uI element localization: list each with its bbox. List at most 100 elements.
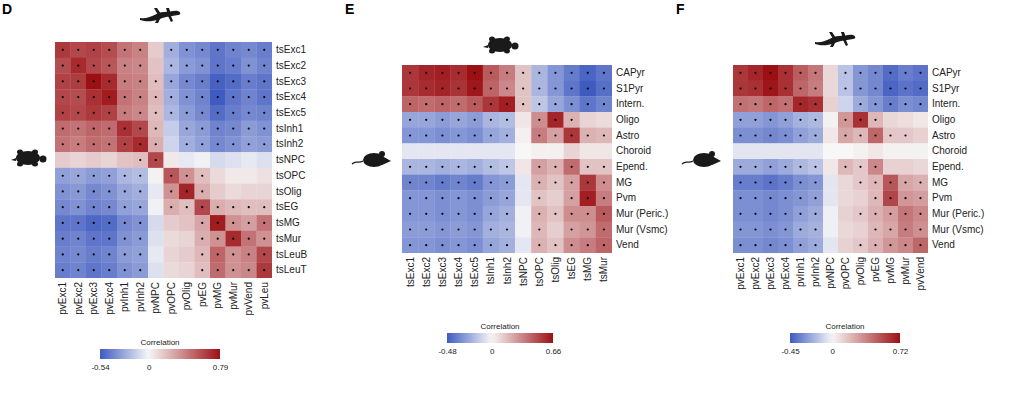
heatmap-cell — [467, 175, 483, 191]
heatmap-cell — [402, 65, 418, 81]
y-tick: tsLeuT — [272, 264, 307, 275]
heatmap-cell — [71, 199, 87, 215]
significance-dot — [425, 228, 427, 230]
significance-dot — [263, 127, 265, 129]
heatmap-cell — [499, 65, 515, 81]
significance-dot — [603, 197, 605, 199]
heatmap-cell — [883, 206, 898, 222]
significance-dot — [571, 244, 573, 246]
heatmap-cell — [226, 247, 242, 263]
significance-dot — [77, 269, 79, 271]
heatmap-cell — [226, 42, 242, 58]
heatmap-cell — [467, 81, 483, 97]
heatmap-cell — [164, 231, 180, 247]
heatmap — [402, 65, 612, 253]
significance-dot — [784, 244, 786, 246]
heatmap-cell — [226, 136, 242, 152]
significance-dot — [889, 72, 891, 74]
significance-dot — [108, 206, 110, 208]
y-tick: Pvm — [928, 192, 952, 203]
significance-dot — [603, 103, 605, 105]
significance-dot — [139, 96, 141, 98]
heatmap-cell — [596, 65, 612, 81]
significance-dot — [425, 87, 427, 89]
heatmap-cell — [883, 143, 898, 159]
y-tick: Epend. — [928, 161, 964, 172]
y-tick-label: Vend — [932, 239, 955, 250]
heatmap-cell — [133, 231, 149, 247]
heatmap-cell — [515, 222, 531, 238]
heatmap-cell — [86, 184, 102, 200]
heatmap-cell — [257, 247, 273, 263]
significance-dot — [769, 228, 771, 230]
significance-dot — [93, 65, 95, 67]
heatmap-cell — [564, 96, 580, 112]
icon-head — [512, 43, 519, 50]
y-tick-label: Astro — [616, 130, 640, 141]
significance-dot — [77, 143, 79, 145]
significance-dot — [62, 127, 64, 129]
heatmap-cell — [148, 199, 164, 215]
heatmap-cell — [733, 206, 748, 222]
significance-dot — [186, 49, 188, 51]
heatmap-cell — [55, 215, 71, 231]
significance-dot — [62, 96, 64, 98]
y-tick: Oligo — [612, 114, 640, 125]
significance-dot — [124, 112, 126, 114]
icon-lizard — [815, 32, 855, 47]
colorbar-tick: 0 — [831, 343, 836, 356]
significance-dot — [201, 127, 203, 129]
heatmap-cell — [898, 222, 913, 238]
significance-dot — [754, 213, 756, 215]
icon-leg — [17, 162, 23, 167]
significance-dot — [769, 134, 771, 136]
heatmap-cell — [55, 184, 71, 200]
heatmap-cell — [71, 89, 87, 105]
heatmap-cell — [499, 175, 515, 191]
significance-dot — [889, 181, 891, 183]
heatmap-cell — [164, 184, 180, 200]
y-tick-label: tsMur — [276, 233, 302, 244]
significance-dot — [124, 238, 126, 240]
heatmap-cell — [179, 262, 195, 278]
significance-dot — [217, 49, 219, 51]
heatmap-cell — [434, 143, 450, 159]
heatmap-cell — [564, 159, 580, 175]
heatmap-cell — [853, 81, 868, 97]
heatmap-cell — [210, 89, 226, 105]
heatmap-cell — [467, 237, 483, 253]
figure: DpvExc1pvExc2pvExc3pvExc4pvInh1pvInh2pvN… — [0, 0, 1012, 394]
significance-dot — [739, 228, 741, 230]
y-tick-label: Choroid — [932, 145, 967, 156]
significance-dot — [62, 175, 64, 177]
heatmap-cell — [71, 168, 87, 184]
heatmap-cell — [898, 175, 913, 191]
heatmap-cell — [164, 247, 180, 263]
significance-dot — [754, 228, 756, 230]
significance-dot — [474, 166, 476, 168]
significance-dot — [201, 253, 203, 255]
significance-dot — [874, 103, 876, 105]
x-tick-label: tsEG — [566, 257, 577, 279]
heatmap-cell — [763, 96, 778, 112]
heatmap-cell — [117, 262, 133, 278]
heatmap-cell — [86, 121, 102, 137]
heatmap-cell — [226, 168, 242, 184]
significance-dot — [108, 96, 110, 98]
significance-dot — [232, 49, 234, 51]
significance-dot — [754, 72, 756, 74]
y-tick: Mur (Vsmc) — [612, 224, 668, 235]
heatmap-cell — [241, 199, 257, 215]
heatmap-cell — [241, 247, 257, 263]
x-tick-label: pvVend — [243, 282, 254, 315]
heatmap-cell — [868, 112, 883, 128]
heatmap-cell — [195, 73, 211, 89]
heatmap-cell — [402, 81, 418, 97]
heatmap-cell — [241, 42, 257, 58]
heatmap-cell — [210, 168, 226, 184]
significance-dot — [263, 253, 265, 255]
significance-dot — [139, 65, 141, 67]
significance-dot — [248, 222, 250, 224]
significance-dot — [124, 49, 126, 51]
significance-dot — [139, 190, 141, 192]
